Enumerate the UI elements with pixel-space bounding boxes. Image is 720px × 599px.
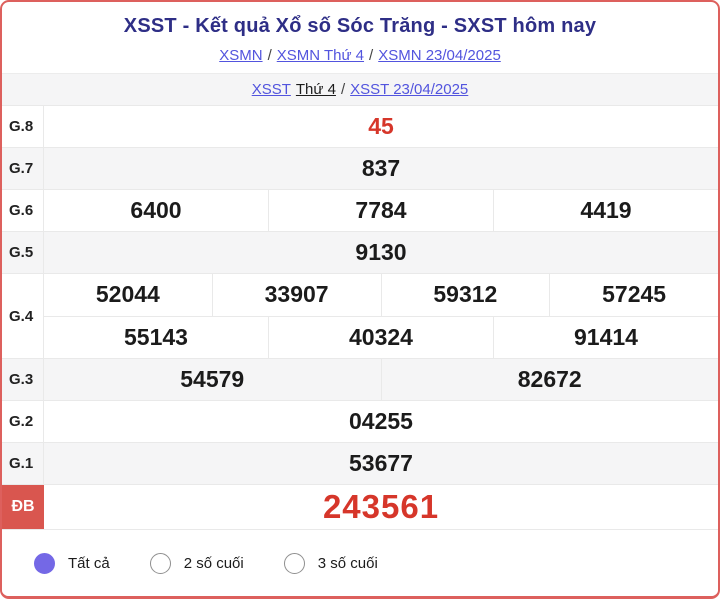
prize-values: 52044 33907 59312 57245 55143 40324 91414 — [44, 274, 718, 358]
result-row: G.4 52044 33907 59312 57245 55143 40324 91414 — [2, 273, 718, 358]
card-header: XSST - Kết quả Xổ số Sóc Trăng - SXST hô… — [2, 2, 718, 64]
prize-values: 243561 — [44, 485, 718, 529]
breadcrumb-link[interactable]: XSMN 23/04/2025 — [378, 47, 501, 64]
prize-label: ĐB — [2, 485, 44, 529]
filter-radio-last3[interactable]: 3 số cuối — [283, 552, 378, 574]
prize-values: 9130 — [44, 232, 718, 273]
prize-group: 53677 — [44, 443, 718, 484]
result-row: G.2 04255 — [2, 400, 718, 442]
page-title: XSST - Kết quả Xổ số Sóc Trăng - SXST hô… — [123, 15, 597, 37]
result-row: G.6 6400 7784 4419 — [2, 189, 718, 231]
radio-unselected-icon[interactable] — [149, 552, 171, 574]
prize-group: 04255 — [44, 401, 718, 442]
breadcrumb-link[interactable]: XSMN Thứ 4 — [276, 47, 365, 64]
prize-number: 59312 — [380, 274, 550, 316]
prize-label: G.7 — [2, 148, 44, 189]
prize-number: 91414 — [493, 316, 718, 358]
prize-values: 53677 — [44, 443, 718, 484]
filter-radio-last2[interactable]: 2 số cuối — [149, 552, 244, 574]
prize-number: 52044 — [95, 281, 160, 308]
prize-label: G.4 — [2, 274, 44, 358]
prize-label: G.2 — [2, 401, 44, 442]
result-row: G.7 837 — [2, 147, 718, 189]
prize-number: 6400 — [130, 197, 182, 223]
prize-group: 45 — [44, 106, 718, 147]
result-row: G.1 53677 — [2, 442, 718, 484]
prize-number: 243561 — [322, 488, 440, 525]
prize-group: 52044 33907 59312 57245 — [44, 274, 718, 316]
prize-number: 9130 — [355, 239, 407, 265]
breadcrumb-separator: / — [369, 47, 374, 64]
prize-values: 45 — [44, 106, 718, 147]
prize-label: G.1 — [2, 443, 44, 484]
prize-number: 7784 — [268, 190, 493, 231]
prize-number: 82672 — [380, 359, 719, 400]
breadcrumb-separator: / — [340, 81, 346, 98]
result-row: G.3 54579 82672 — [2, 358, 718, 400]
display-filters: Tất cả 2 số cuối 3 số cuối — [2, 529, 718, 596]
prize-number: 837 — [361, 155, 401, 181]
result-row: ĐB 243561 — [2, 484, 718, 529]
filter-radio-label: Tất cả — [68, 554, 110, 572]
prize-number: 4419 — [493, 190, 718, 231]
breadcrumb-separator: / — [267, 47, 272, 64]
prize-label: G.8 — [2, 106, 44, 147]
filter-radio-label: 3 số cuối — [317, 554, 378, 572]
prize-group: 243561 — [44, 485, 718, 529]
prize-label: G.3 — [2, 359, 44, 400]
prize-values: 837 — [44, 148, 718, 189]
prize-group: 9130 — [44, 232, 718, 273]
prize-number: 45 — [368, 113, 394, 139]
xsst-link[interactable]: XSST — [251, 81, 291, 98]
prize-group: 54579 82672 — [44, 359, 718, 400]
result-row: G.8 45 — [2, 105, 718, 147]
result-row: G.5 9130 — [2, 231, 718, 273]
prize-number: 55143 — [124, 323, 188, 350]
breadcrumb-xsst: XSST Thứ 4 / XSST 23/04/2025 — [2, 73, 718, 105]
radio-selected-icon[interactable] — [34, 552, 55, 574]
prize-number: 04255 — [349, 408, 413, 434]
breadcrumb-current: Thứ 4 — [295, 81, 336, 98]
prize-label: G.6 — [2, 190, 44, 231]
radio-unselected-icon[interactable] — [283, 552, 305, 574]
prize-values: 6400 7784 4419 — [44, 190, 718, 231]
prize-group: 6400 7784 4419 — [44, 190, 718, 231]
prize-number: 54579 — [180, 366, 245, 392]
breadcrumb-xsmn: XSMN / XSMN Thứ 4/XSMN 23/04/2025 — [2, 47, 718, 64]
prize-label: G.5 — [2, 232, 44, 273]
results-table: G.8 45 G.7 837 G.6 6400 7784 4419 G.5 9130 G.4 5204… — [2, 105, 718, 529]
filter-radio-label: 2 số cuối — [183, 554, 244, 572]
xsst-date-link[interactable]: XSST 23/04/2025 — [350, 81, 469, 98]
prize-number: 40324 — [268, 316, 493, 358]
breadcrumb-link[interactable]: XSMN — [219, 47, 263, 64]
prize-number: 33907 — [211, 274, 381, 316]
prize-group: 837 — [44, 148, 718, 189]
prize-number: 57245 — [549, 274, 718, 316]
prize-number: 53677 — [349, 450, 413, 476]
prize-values: 54579 82672 — [44, 359, 718, 400]
prize-values: 04255 — [44, 401, 718, 442]
prize-group: 55143 40324 91414 — [44, 315, 718, 358]
filter-radio-all[interactable]: Tất cả — [34, 552, 110, 574]
